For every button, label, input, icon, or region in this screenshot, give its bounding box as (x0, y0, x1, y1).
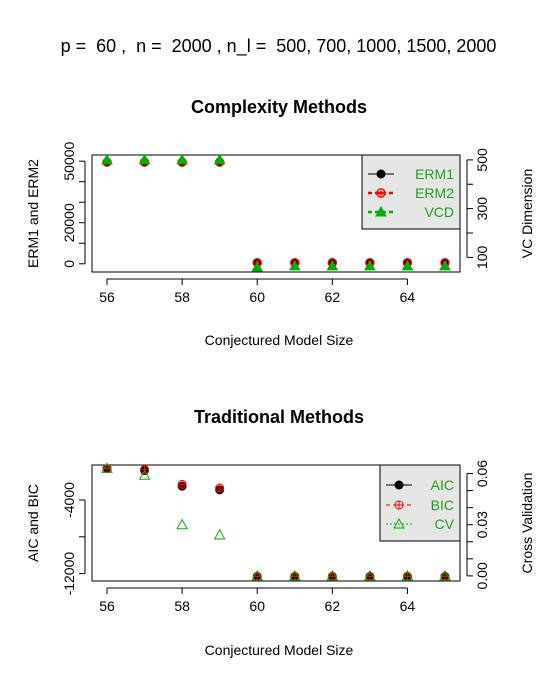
data-point-cv (101, 462, 113, 473)
legend-label-aic: AIC (431, 477, 454, 493)
data-point-cv (401, 569, 414, 581)
y-right-tick-label: 500 (474, 148, 490, 172)
data-point-vcd (101, 153, 113, 165)
y-right-tick-label: 0.00 (474, 562, 490, 589)
data-point-vcd (401, 259, 414, 271)
legend-marker-erm2-center (379, 191, 383, 195)
y-right-tick-label: 0.06 (474, 460, 490, 487)
x-tick-label: 64 (400, 289, 416, 305)
legend-label-vcd: VCD (424, 204, 454, 220)
legend-label-erm2: ERM2 (415, 185, 454, 201)
y-left-axis-label: ERM1 and ERM2 (25, 159, 41, 268)
data-point-bic (177, 479, 187, 489)
data-point-vcd (439, 259, 451, 271)
data-point-cv (288, 569, 301, 581)
x-tick-label: 64 (400, 598, 416, 614)
x-tick-label: 62 (325, 289, 341, 305)
data-point-vcd (288, 259, 301, 271)
data-point-bic-cross (215, 484, 224, 493)
data-point-cv (251, 569, 264, 581)
y-right-tick-label: 0.03 (474, 511, 490, 538)
series-cv (101, 462, 451, 581)
x-tick-label: 56 (99, 289, 115, 305)
legend: AIC BIC CV (379, 464, 461, 542)
legend: ERM1 ERM2 VCD (361, 154, 461, 230)
data-point-cv (439, 569, 451, 581)
x-tick-label: 56 (99, 598, 115, 614)
data-point-bic (215, 483, 225, 493)
data-point-vcd (251, 261, 264, 272)
x-tick-label: 58 (174, 598, 190, 614)
y-right-tick-label: 300 (474, 197, 490, 221)
chart-title: Complexity Methods (191, 97, 367, 117)
data-point-cv (176, 518, 188, 530)
legend-marker-erm2-ring (376, 188, 386, 198)
legend-marker-vcd (375, 205, 387, 217)
chart-panel-1: Complexity Methods 56 58 60 62 64 Conjectured … (25, 97, 535, 348)
y-left-tick-label: -12000 (61, 552, 77, 596)
legend-marker-cv (393, 517, 405, 529)
legend-label-erm1: ERM1 (415, 166, 454, 182)
y-right-tick-label: 100 (474, 245, 490, 269)
y-left-axis-label: AIC and BIC (25, 484, 41, 562)
legend-label-bic: BIC (431, 497, 454, 513)
series-vcd (101, 153, 451, 272)
x-axis-label: Conjectured Model Size (205, 332, 354, 348)
data-point-cv (138, 469, 151, 480)
data-point-vcd (138, 153, 151, 165)
header-title: p = 60 , n = 2000 , n_l = 500, 700, 1000… (60, 36, 497, 56)
chart-panel-2: Traditional Methods 56 58 60 62 64 Conjectured… (25, 407, 535, 658)
x-tick-label: 60 (249, 598, 265, 614)
x-tick-label: 58 (174, 289, 190, 305)
data-point-vcd (326, 259, 339, 271)
data-point-cv (213, 528, 226, 540)
x-tick-label: 62 (325, 598, 341, 614)
x-tick-label: 60 (249, 289, 265, 305)
x-axis-label: Conjectured Model Size (205, 642, 354, 658)
chart-title: Traditional Methods (194, 407, 364, 427)
data-point-vcd (176, 153, 188, 165)
data-point-bic-cross (178, 480, 187, 489)
data-point-vcd (364, 259, 376, 271)
y-left-tick-label: -4000 (61, 482, 77, 518)
data-point-cv (364, 569, 376, 581)
y-right-axis-label: Cross Validation (519, 473, 535, 574)
legend-label-cv: CV (435, 516, 455, 532)
data-point-cv (326, 569, 339, 581)
y-left-tick-label: 50000 (61, 141, 77, 180)
legend-box (361, 154, 461, 230)
legend-marker-bic (394, 500, 404, 510)
legend-marker-aic (394, 480, 404, 490)
legend-marker-erm2 (376, 188, 386, 198)
legend-marker-bic-cross (395, 501, 403, 509)
y-left-tick-label: 20000 (61, 203, 77, 242)
legend-marker-erm1 (376, 169, 386, 179)
y-right-axis-label: VC Dimension (519, 169, 535, 258)
y-left-tick-label: 0 (61, 260, 77, 268)
data-point-vcd (213, 153, 226, 165)
